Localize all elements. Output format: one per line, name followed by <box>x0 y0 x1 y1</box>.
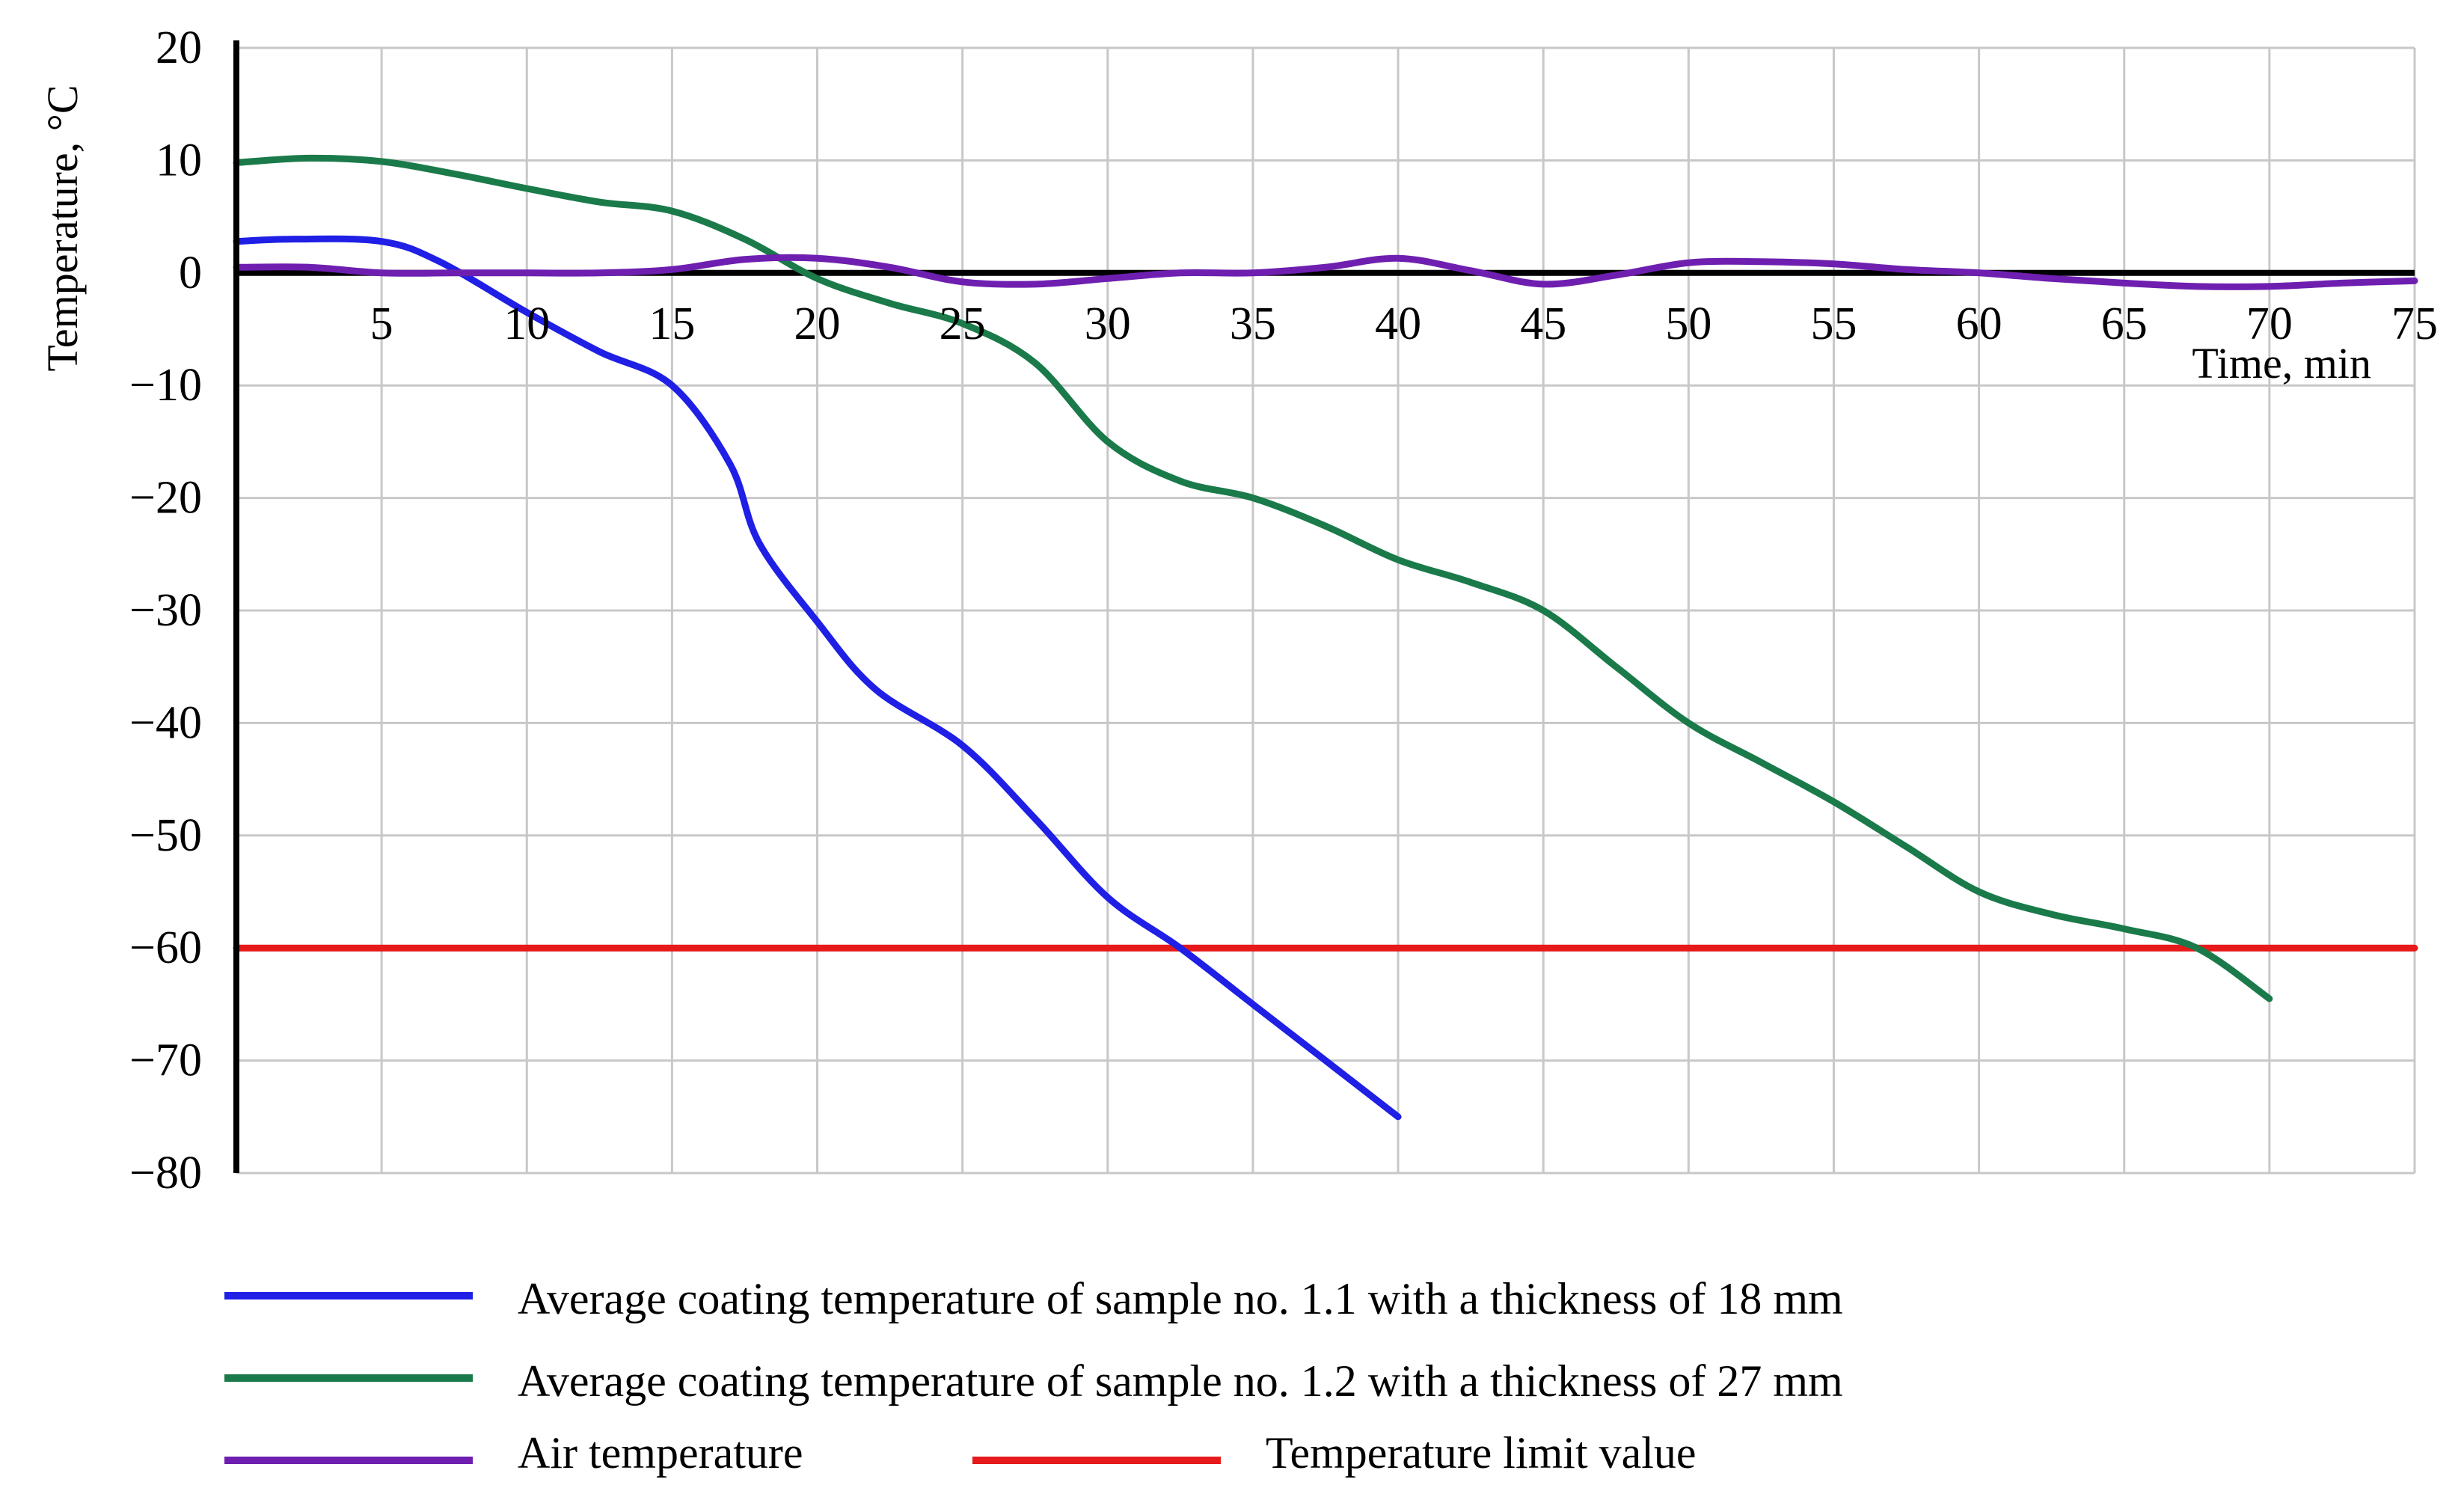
series-line-1 <box>233 235 1402 1121</box>
x-tick-label: 10 <box>503 299 550 349</box>
y-tick-label: 0 <box>179 248 202 299</box>
x-tick-label: 15 <box>649 299 695 349</box>
legend-label-series-4: Temperature limit value <box>1266 1428 1697 1478</box>
legend-label-series-2: Average coating temperature of sample no… <box>518 1356 1843 1406</box>
legend-label-series-3: Air temperature <box>518 1428 803 1478</box>
y-tick-label: −70 <box>129 1035 202 1086</box>
x-tick-label: 5 <box>370 299 393 349</box>
x-tick-label: 55 <box>1810 299 1857 349</box>
x-tick-label: 40 <box>1375 299 1421 349</box>
y-tick-label: −10 <box>129 360 202 411</box>
grid <box>236 46 2416 1175</box>
y-tick-label: −30 <box>129 585 202 636</box>
y-tick-label: −50 <box>129 810 202 861</box>
x-axis-title: Time, min <box>2192 339 2371 388</box>
x-tick-label: 60 <box>1956 299 2002 349</box>
x-tick-label: 20 <box>794 299 841 349</box>
y-tick-label: −60 <box>129 922 202 973</box>
x-tick-label: 65 <box>2101 299 2148 349</box>
series-line-3 <box>233 254 2418 290</box>
x-tick-label: 50 <box>1665 299 1711 349</box>
legend: Average coating temperature of sample no… <box>224 1274 1843 1478</box>
x-tick-label: 35 <box>1230 299 1276 349</box>
tick-labels: 20 10 0 −10 −20 −30 −40 −50 −60 −70 −80 5 10 15 20 25 30… <box>129 22 2438 1198</box>
y-tick-label: 10 <box>156 135 202 186</box>
y-tick-label: −80 <box>129 1148 202 1198</box>
x-tick-label: 25 <box>940 299 986 349</box>
x-tick-label: 70 <box>2246 299 2293 349</box>
y-axis-title: Temperature, °C <box>38 85 87 371</box>
y-tick-label: 20 <box>156 22 202 73</box>
legend-label-series-1: Average coating temperature of sample no… <box>518 1274 1843 1323</box>
x-tick-label: 75 <box>2391 299 2438 349</box>
y-tick-label: −40 <box>129 697 202 748</box>
series-line-2 <box>233 154 2273 1002</box>
x-tick-label: 45 <box>1520 299 1566 349</box>
x-tick-label: 30 <box>1085 299 1131 349</box>
y-tick-label: −20 <box>129 473 202 524</box>
series-layer <box>233 154 2418 1121</box>
